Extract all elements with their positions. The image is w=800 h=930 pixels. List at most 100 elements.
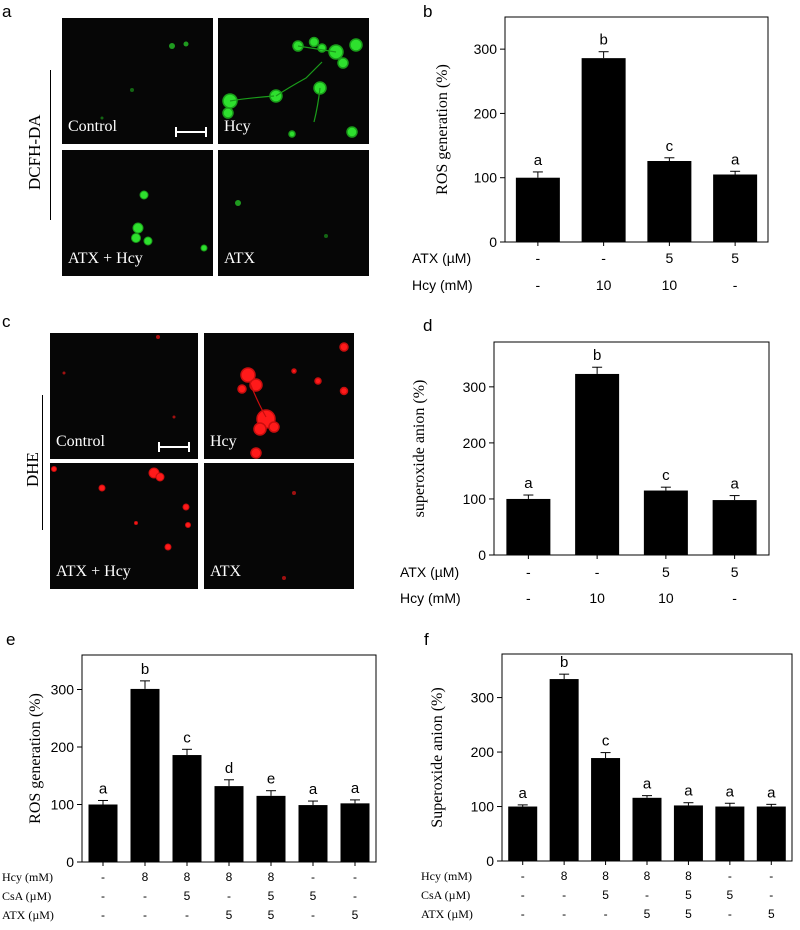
cell-signal: [282, 491, 296, 580]
chart-d-ytick-label: 100: [463, 491, 487, 507]
chart-f-condition-value: -: [521, 907, 525, 921]
chart-d-bar: [712, 500, 757, 555]
panel-e-letter: e: [6, 630, 16, 649]
chart-e-condition-value: 5: [184, 889, 191, 903]
chart-e-bar: [88, 804, 118, 862]
chart-b-ytick-label: 100: [474, 170, 498, 186]
chart-f-sig-letter: b: [560, 654, 568, 671]
chart-f-condition-value: -: [645, 888, 649, 902]
image-label: Hcy: [210, 433, 237, 450]
chart-e-condition-value: -: [311, 870, 315, 884]
chart-e-ytick-label: 200: [51, 739, 75, 755]
chart-b-sig-letter: a: [534, 152, 543, 169]
chart-e-condition-label: Hcy (mM): [2, 870, 53, 884]
chart-d-bar: [506, 498, 551, 555]
chart-f-condition-value: -: [562, 888, 566, 902]
chart-d-condition-value: 5: [662, 564, 670, 580]
micrograph-c-atx-hcy: ATX + Hcy: [50, 463, 198, 589]
chart-f-ytick-label: 200: [471, 744, 495, 760]
chart-d-condition-value: 5: [731, 564, 739, 580]
chart-f-bar: [508, 806, 538, 861]
chart-f-sig-letter: a: [643, 776, 652, 793]
chart-e-sig-letter: b: [141, 661, 149, 678]
chart-e-bar: [340, 803, 370, 862]
cell-signal: [237, 342, 349, 459]
chart-e-condition-value: -: [101, 889, 105, 903]
chart-f-condition-value: 5: [727, 888, 734, 902]
chart-d-condition-label: Hcy (mM): [400, 590, 461, 606]
chart-e-sig-letter: a: [99, 780, 108, 797]
chart-e-condition-value: 8: [142, 870, 149, 884]
chart-e-condition-value: 8: [268, 870, 275, 884]
chart-b-condition-value: 10: [662, 277, 678, 293]
chart-d-ytick-label: 200: [463, 435, 487, 451]
chart-e-sig-letter: c: [183, 729, 191, 746]
chart-b-sig-letter: b: [599, 32, 607, 49]
chart-d-condition-value: -: [526, 564, 531, 580]
chart-b-ytick-label: 0: [489, 234, 497, 250]
chart-e-condition-value: -: [353, 870, 357, 884]
chart-f-ylabel: Superoxide anion (%): [429, 687, 446, 827]
image-label: ATX: [210, 563, 242, 580]
chart-b-bar: [713, 174, 758, 242]
chart-d-ytick-label: 300: [463, 379, 487, 395]
panel-a-bracket: [50, 70, 51, 220]
chart-d-sig-letter: c: [662, 467, 670, 484]
micrograph-a-hcy: Hcy: [218, 18, 369, 144]
chart-b-condition-value: 10: [596, 277, 612, 293]
micrograph-a-atx-hcy: ATX + Hcy: [62, 150, 213, 276]
chart-f-condition-value: 8: [561, 869, 568, 883]
chart-f-condition-label: ATX (µM): [421, 907, 473, 921]
cell-signal: [235, 200, 328, 238]
chart-f-condition-value: -: [769, 888, 773, 902]
chart-e-condition-value: -: [353, 889, 357, 903]
chart-e-ytick-label: 0: [66, 854, 74, 870]
chart-e-ylabel: ROS generation (%): [27, 693, 44, 824]
panel-a-letter: a: [2, 2, 12, 21]
scale-bar: [175, 127, 207, 137]
chart-f-sig-letter: a: [726, 783, 735, 800]
chart-f-condition-value: -: [562, 907, 566, 921]
chart-e-condition-value: -: [185, 908, 189, 922]
micrograph-a-control: Control: [62, 18, 213, 144]
chart-b-condition-value: -: [601, 250, 606, 266]
chart-e-condition-value: -: [101, 870, 105, 884]
chart-e-condition-value: 8: [184, 870, 191, 884]
chart-e-condition-value: 8: [226, 870, 233, 884]
chart-e-condition-value: 5: [310, 889, 317, 903]
chart-f-condition-value: 5: [644, 907, 651, 921]
panel-b-letter: b: [423, 2, 433, 21]
cell-signal: [62, 335, 176, 419]
chart-f-condition-value: 8: [644, 869, 651, 883]
chart-f-condition-value: -: [521, 869, 525, 883]
chart-b-condition-value: 5: [731, 250, 739, 266]
chart-e-sig-letter: a: [351, 780, 360, 797]
chart-b-condition-value: 5: [665, 250, 673, 266]
chart-f-bar: [632, 797, 662, 861]
chart-d-bar: [575, 373, 620, 555]
chart-e-bar: [130, 688, 160, 862]
chart-f-sig-letter: c: [602, 733, 610, 750]
chart-f-condition-value: -: [521, 888, 525, 902]
chart-b-frame: [504, 16, 769, 243]
chart-e-condition-value: 5: [352, 908, 359, 922]
chart-f-condition-label: CsA (µM): [421, 888, 470, 902]
chart-d-condition-value: -: [595, 564, 600, 580]
chart-e-condition-value: 5: [226, 908, 233, 922]
panel-d-letter: d: [423, 316, 433, 335]
micrograph-c-hcy: Hcy: [204, 333, 354, 459]
chart-e-bar: [298, 805, 328, 862]
chart-d-bar: [643, 490, 688, 555]
chart-e-condition-value: -: [143, 889, 147, 903]
chart-f-condition-label: Hcy (mM): [421, 869, 472, 883]
chart-d-condition-value: 10: [589, 590, 605, 606]
chart-f-condition-value: 5: [768, 907, 775, 921]
image-label: Hcy: [224, 118, 251, 135]
chart-f-sig-letter: a: [767, 784, 776, 801]
scale-bar: [158, 442, 190, 452]
panel-c-letter: c: [2, 312, 11, 331]
chart-d-frame: [493, 341, 770, 556]
image-label: ATX: [224, 250, 256, 267]
chart-d-condition-value: -: [732, 590, 737, 606]
chart-b-ylabel: ROS generation (%): [434, 64, 451, 195]
